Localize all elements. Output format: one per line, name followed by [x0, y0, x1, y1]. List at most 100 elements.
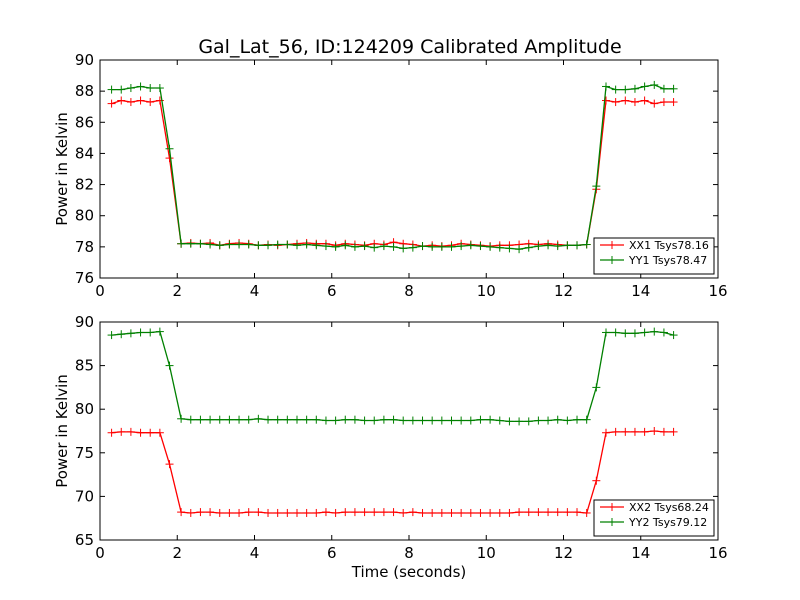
data-point — [650, 427, 659, 435]
data-point — [534, 416, 543, 425]
data-point — [630, 427, 639, 436]
data-point — [312, 241, 321, 250]
data-point — [621, 85, 630, 94]
data-point — [283, 415, 292, 424]
data-point — [254, 414, 263, 423]
data-point — [457, 416, 466, 425]
data-point — [155, 428, 164, 437]
data-point — [254, 508, 263, 517]
data-point — [476, 242, 485, 251]
data-point — [630, 98, 639, 107]
data-point — [370, 243, 379, 252]
x-tick-label: 16 — [708, 282, 727, 300]
data-point — [630, 329, 639, 338]
data-point — [611, 328, 620, 337]
data-point — [611, 85, 620, 94]
data-point — [505, 244, 514, 253]
data-point — [331, 242, 340, 251]
data-point — [582, 240, 591, 249]
data-point — [126, 427, 135, 436]
data-point — [505, 508, 514, 517]
data-point — [126, 98, 135, 107]
data-point — [486, 415, 495, 424]
data-point — [312, 508, 321, 517]
data-point — [534, 242, 543, 251]
x-tick-label: 0 — [95, 282, 105, 300]
data-point — [215, 508, 224, 517]
data-point — [659, 98, 668, 107]
data-point — [630, 84, 639, 93]
x-tick-label: 12 — [554, 282, 573, 300]
top-panel: 0 2 4 6 8 10 12 14 16 76 78 80 82 84 86 88 90 Power in Ke… — [53, 51, 728, 300]
x-tick-label: 16 — [708, 544, 727, 562]
x-tick-label: 6 — [327, 544, 337, 562]
legend-item: XX2 Tsys68.24 — [600, 501, 709, 514]
legend-label: XX2 Tsys68.24 — [629, 501, 709, 514]
data-point — [235, 508, 244, 517]
data-point — [177, 508, 186, 517]
data-point — [206, 240, 215, 249]
data-point — [601, 428, 610, 437]
plot-frame — [99, 59, 719, 279]
data-point — [408, 416, 417, 425]
legend-label: YY1 Tsys78.47 — [628, 254, 707, 267]
x-tick-label: 14 — [631, 544, 650, 562]
series-line-2 — [111, 84, 674, 250]
data-point — [389, 415, 398, 424]
data-point — [273, 415, 282, 424]
data-point — [582, 508, 591, 517]
y-tick-label: 80 — [75, 400, 94, 418]
x-tick-label: 2 — [172, 282, 182, 300]
data-point — [136, 328, 145, 337]
data-point — [408, 243, 417, 252]
data-point — [544, 508, 553, 517]
data-point — [524, 508, 533, 517]
data-point — [302, 415, 311, 424]
data-point — [117, 330, 126, 339]
data-point — [215, 415, 224, 424]
data-point — [659, 427, 668, 436]
data-point — [350, 242, 359, 251]
data-point — [117, 427, 126, 436]
data-point — [273, 240, 282, 249]
data-point — [544, 241, 553, 250]
data-point — [360, 508, 369, 517]
x-tick-label: 12 — [554, 544, 573, 562]
data-point — [264, 415, 273, 424]
data-point — [165, 460, 174, 469]
y-tick-label: 80 — [75, 207, 94, 225]
y-tick-label: 85 — [75, 357, 94, 375]
y-tick-label: 70 — [75, 487, 94, 505]
data-point — [155, 96, 164, 105]
y-tick-label: 84 — [75, 144, 94, 162]
data-point — [573, 415, 582, 424]
y-tick-label: 90 — [75, 313, 94, 331]
data-point — [136, 82, 145, 91]
legend-item: YY1 Tsys78.47 — [600, 254, 707, 267]
data-point — [341, 508, 350, 517]
data-point — [292, 241, 301, 250]
data-point — [186, 239, 195, 248]
data-point — [592, 182, 601, 191]
data-point — [466, 508, 475, 517]
data-point — [360, 416, 369, 425]
data-point — [225, 508, 234, 517]
data-point — [447, 242, 456, 251]
data-point — [621, 329, 630, 338]
data-point — [264, 508, 273, 517]
y-tick-label: 82 — [75, 176, 94, 194]
bottom-panel: 0 2 4 6 8 10 12 14 16 65 70 75 80 85 90 Power in Kelvin… — [53, 313, 728, 581]
data-point — [321, 242, 330, 251]
series-line-2 — [111, 330, 674, 423]
data-point — [235, 415, 244, 424]
data-point — [611, 427, 620, 436]
data-point — [640, 427, 649, 436]
data-point — [659, 84, 668, 93]
y-tick-label: 78 — [75, 238, 94, 256]
data-point — [341, 415, 350, 424]
data-point — [476, 415, 485, 424]
data-point — [302, 240, 311, 249]
data-point — [611, 98, 620, 107]
data-point — [244, 240, 253, 249]
